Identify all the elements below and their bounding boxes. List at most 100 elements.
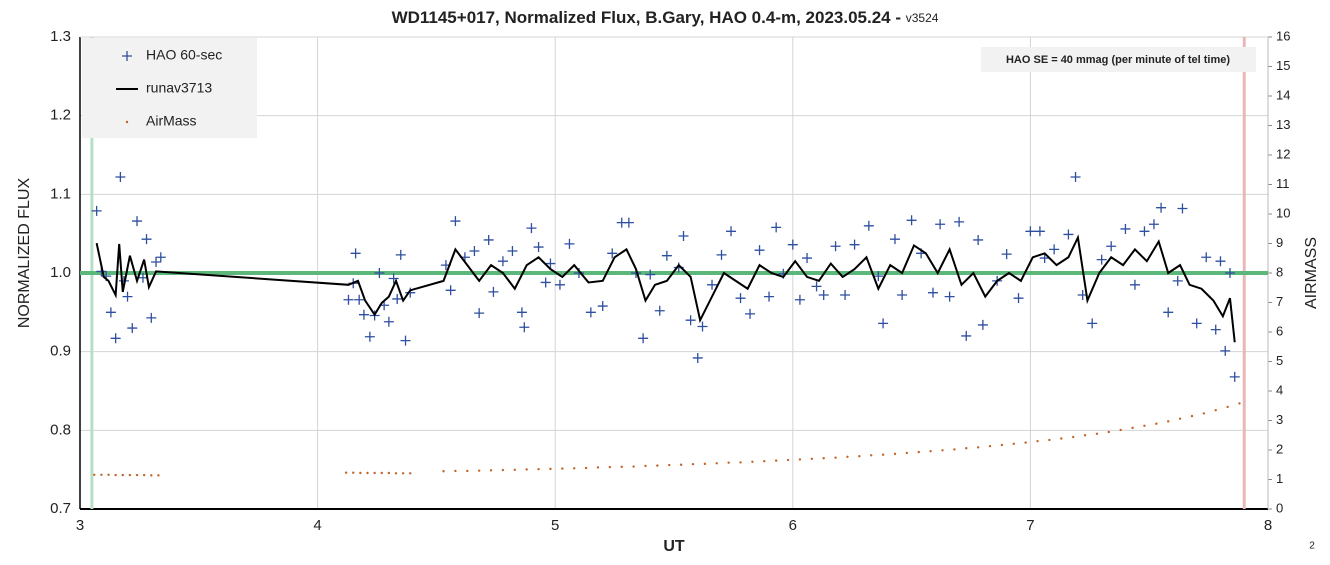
y2-tick-label: 5 — [1276, 353, 1283, 368]
data-point — [1148, 219, 1159, 230]
data-point — [477, 469, 481, 472]
data-point — [935, 219, 946, 230]
data-point — [1034, 226, 1045, 237]
data-point — [142, 473, 146, 477]
data-point — [692, 352, 703, 363]
overlay: HAO SE = 40 mmag (per minute of tel time… — [82, 38, 1256, 138]
data-point — [350, 248, 361, 259]
data-point — [802, 253, 813, 264]
x-axis-label: UT — [663, 538, 685, 555]
data-point — [954, 216, 965, 227]
data-point — [965, 447, 968, 450]
data-point — [668, 463, 671, 467]
data-point — [122, 291, 133, 302]
data-point — [771, 222, 782, 233]
data-point — [1172, 275, 1183, 286]
data-point — [1131, 426, 1134, 430]
data-point — [564, 238, 575, 249]
data-point — [716, 249, 727, 260]
data-point — [1024, 441, 1027, 444]
data-point — [121, 473, 124, 477]
legend-marker — [125, 120, 129, 124]
data-point — [400, 335, 411, 346]
data-point — [1083, 434, 1087, 437]
data-point — [878, 318, 889, 329]
data-point — [597, 301, 608, 312]
data-point — [105, 307, 116, 318]
data-point — [1143, 424, 1146, 428]
y-tick-label: 1.1 — [50, 185, 71, 202]
data-point — [822, 457, 825, 460]
data-point — [1156, 202, 1167, 213]
data-point — [380, 471, 383, 475]
data-point — [1063, 229, 1074, 240]
data-point — [608, 465, 612, 469]
data-point — [1071, 435, 1075, 439]
data-point — [754, 245, 765, 256]
x-tick-label: 7 — [1026, 517, 1034, 534]
data-point — [466, 469, 469, 473]
data-point — [596, 466, 600, 469]
data-point — [157, 474, 160, 477]
annotation-box — [981, 47, 1256, 72]
chart-title-group: WD1145+017, Normalized Flux, B.Gary, HAO… — [392, 8, 939, 27]
data-point — [146, 312, 157, 323]
y2-tick-label: 6 — [1276, 323, 1283, 338]
data-point — [1214, 408, 1217, 412]
y2-tick-label: 11 — [1276, 176, 1290, 191]
data-point — [654, 305, 665, 316]
data-point — [1191, 318, 1202, 329]
data-point — [150, 474, 153, 477]
data-point — [554, 279, 565, 290]
data-point — [763, 460, 766, 463]
data-point — [1177, 203, 1188, 214]
data-point — [1106, 241, 1117, 252]
data-point — [977, 319, 988, 330]
chart-version: v3524 — [906, 11, 939, 25]
data-point — [155, 252, 166, 263]
data-point — [961, 330, 972, 341]
data-point — [645, 269, 656, 280]
data-point — [858, 454, 861, 458]
data-point — [849, 239, 860, 250]
data-point — [549, 467, 552, 471]
x-tick-label: 8 — [1264, 517, 1272, 534]
legend-label: AirMass — [146, 113, 197, 129]
x-tick-label: 6 — [789, 517, 797, 534]
data-point — [787, 239, 798, 250]
data-point — [513, 468, 517, 471]
data-point — [151, 256, 162, 267]
data-point — [834, 456, 837, 459]
data-point — [488, 286, 499, 297]
data-point — [1095, 432, 1099, 435]
data-point — [870, 454, 873, 457]
data-point — [364, 331, 375, 342]
data-point — [1013, 293, 1024, 304]
data-point — [526, 223, 537, 234]
data-point — [366, 471, 369, 475]
data-point — [1048, 438, 1051, 442]
y2-tick-label: 10 — [1276, 205, 1290, 220]
data-point — [1226, 405, 1229, 409]
y2-tick-label: 14 — [1276, 87, 1290, 102]
data-point — [830, 241, 841, 252]
data-point — [540, 277, 551, 288]
data-point — [798, 458, 802, 461]
data-point — [1025, 226, 1036, 237]
data-point — [726, 226, 737, 237]
page-number: 2 — [1309, 541, 1315, 552]
data-point — [873, 271, 884, 282]
data-point — [889, 234, 900, 245]
data-point — [623, 217, 634, 228]
data-point — [114, 473, 117, 477]
data-point — [976, 446, 980, 449]
data-point — [1210, 324, 1221, 335]
legend-label: runav3713 — [146, 80, 212, 96]
data-point — [794, 294, 805, 305]
y-tick-label: 1.3 — [50, 28, 71, 45]
data-point — [707, 279, 718, 290]
data-point — [1001, 249, 1012, 260]
data-point — [638, 333, 649, 344]
data-point — [953, 448, 956, 451]
